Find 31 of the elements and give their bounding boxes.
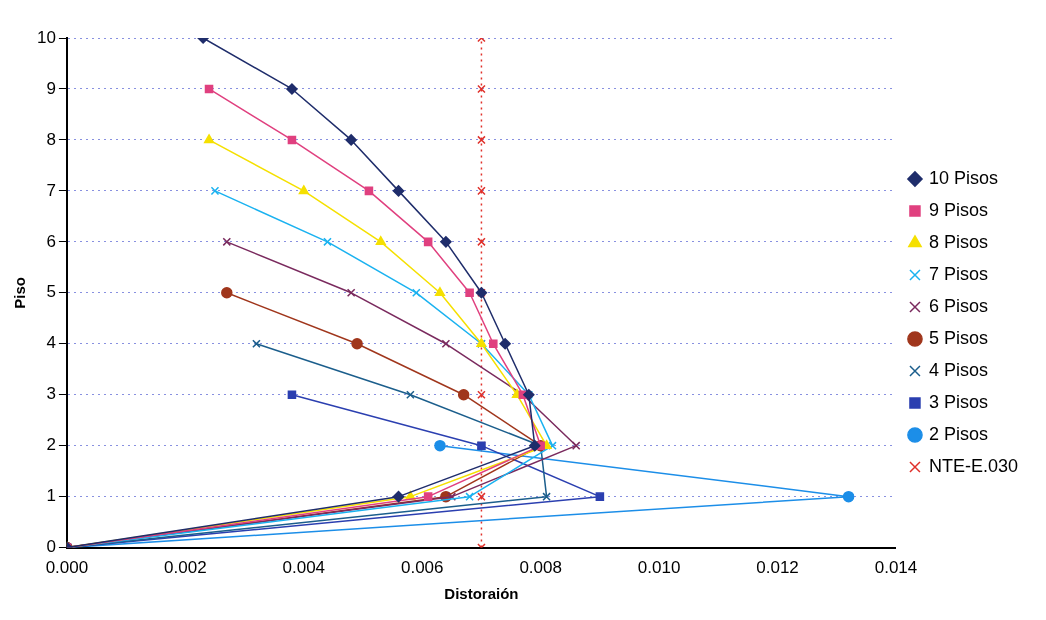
legend-label: 4 Pisos [928, 359, 988, 380]
y-tick-label: 1 [46, 486, 56, 506]
x-tick-label: 0.014 [874, 558, 918, 578]
y-tick-label: 9 [46, 78, 56, 98]
legend-label: 10 Pisos [928, 167, 999, 188]
legend-label: 9 Pisos [928, 199, 988, 220]
x-tick-label: 0.008 [519, 558, 562, 578]
x-tick-label: 0.002 [164, 558, 207, 578]
legend-label: 5 Pisos [928, 327, 988, 348]
y-tick-label: 2 [46, 435, 56, 455]
x-axis-title: Distoraión [444, 585, 519, 603]
x-tick-label: 0.012 [756, 558, 799, 578]
x-tick-label: 0.010 [637, 558, 681, 578]
legend-label: 2 Pisos [928, 423, 988, 444]
y-tick-label: 5 [46, 282, 56, 302]
legend-label: 8 Pisos [928, 231, 988, 252]
y-tick-label: 8 [46, 129, 56, 149]
y-tick-label: 10 [36, 27, 56, 47]
legend-label: 3 Pisos [928, 391, 988, 412]
x-tick-label: 0.006 [400, 558, 444, 578]
x-tick-label: 0.004 [282, 558, 326, 578]
legend-label: 7 Pisos [928, 263, 988, 284]
legend-label: 6 Pisos [928, 295, 988, 316]
y-tick-label: 7 [46, 180, 56, 200]
y-tick-label: 0 [46, 537, 56, 557]
x-tick-label: 0.000 [45, 558, 89, 578]
legend-label: NTE-E.030 [928, 455, 1019, 476]
y-tick-label: 6 [46, 231, 56, 251]
y-tick-label: 3 [46, 384, 56, 404]
y-tick-label: 4 [46, 333, 56, 353]
y-axis-title: Piso [11, 276, 29, 309]
